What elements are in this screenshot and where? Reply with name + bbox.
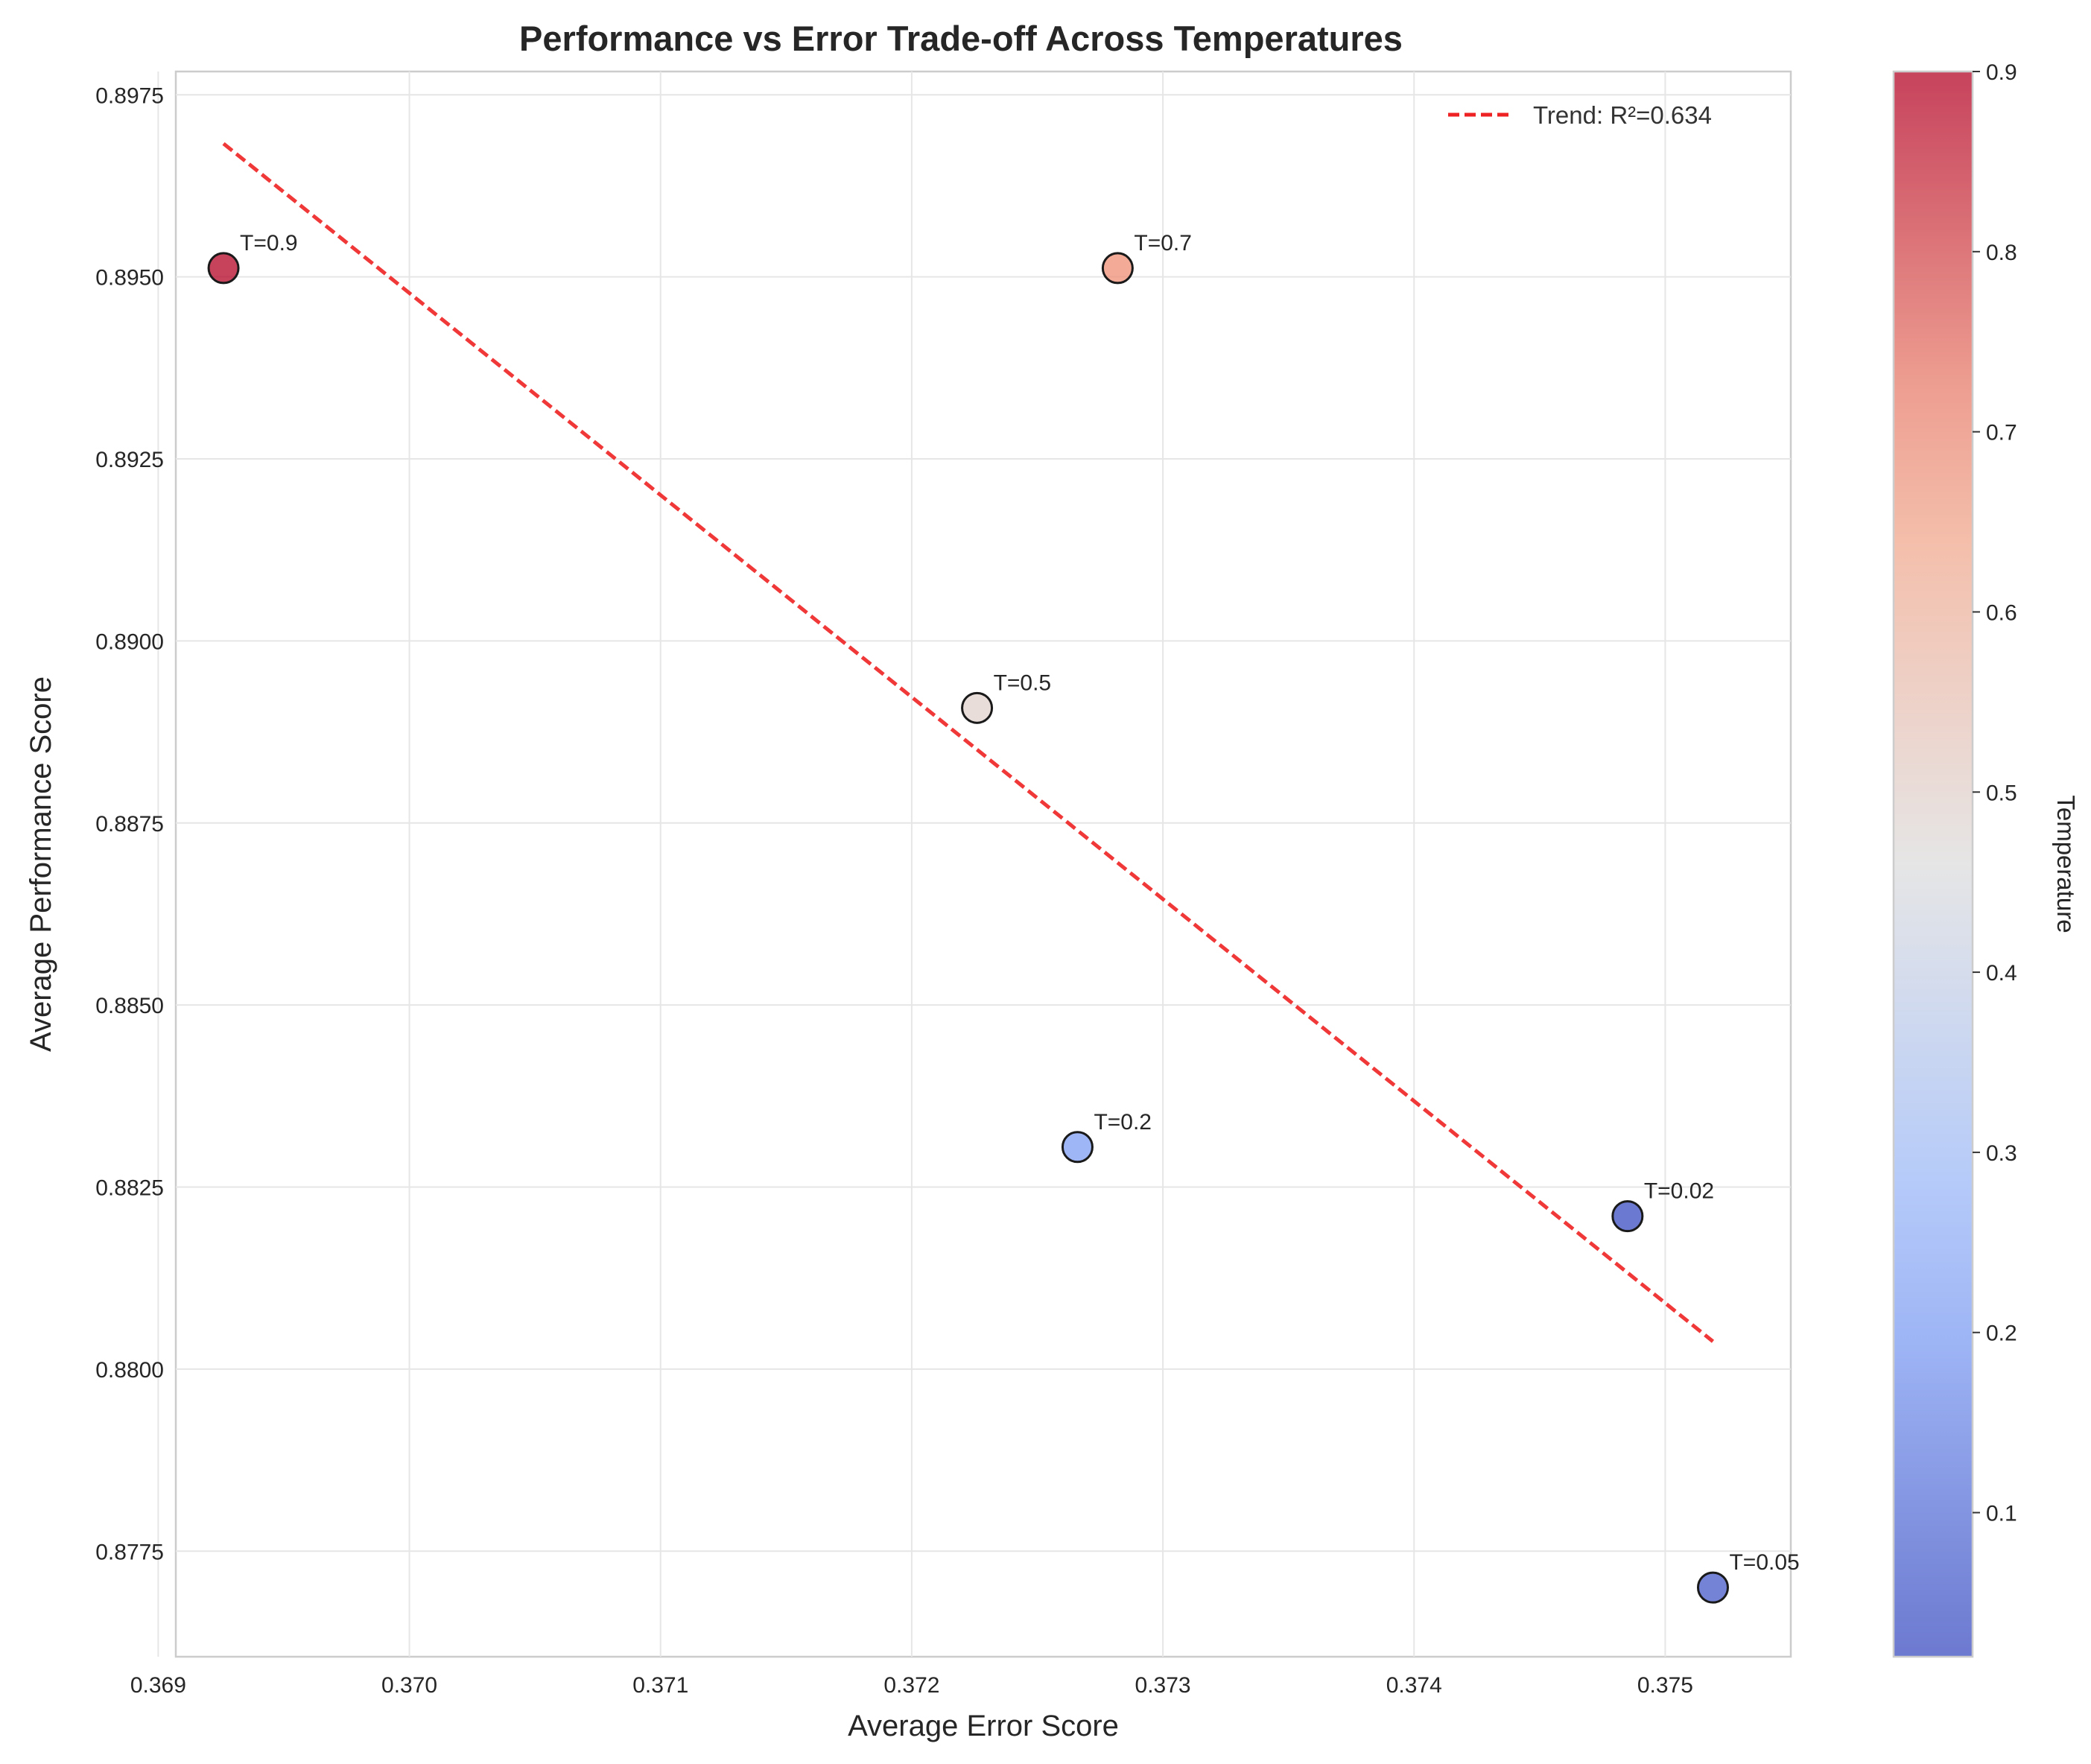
x-tick-label: 0.374 <box>1386 1673 1442 1698</box>
colorbar-tick-label: 0.8 <box>1986 241 2017 265</box>
x-tick-label: 0.369 <box>130 1673 186 1698</box>
point-label: T=0.2 <box>1094 1110 1152 1135</box>
colorbar-tick-label: 0.3 <box>1986 1141 2017 1166</box>
legend-trend-label: Trend: R²=0.634 <box>1533 101 1712 129</box>
point-label: T=0.7 <box>1134 231 1192 256</box>
colorbar-tick-label: 0.6 <box>1986 600 2017 625</box>
point-label: T=0.5 <box>994 670 1052 695</box>
x-tick-label: 0.370 <box>381 1673 437 1698</box>
y-tick-label: 0.8850 <box>95 994 164 1018</box>
colorbar-tick-label: 0.9 <box>1986 60 2017 85</box>
colorbar-label: Temperature <box>2052 795 2080 933</box>
y-tick-label: 0.8800 <box>95 1358 164 1383</box>
colorbar-tick-label: 0.2 <box>1986 1322 2017 1346</box>
scatter-point <box>1696 1571 1729 1604</box>
trend-line <box>222 142 1715 1343</box>
plot-area <box>174 70 1792 1658</box>
y-tick-label: 0.8975 <box>95 83 164 108</box>
x-axis-label: Average Error Score <box>848 1710 1119 1742</box>
colorbar-ticks: 0.1 0.2 0.3 0.4 0.5 0.6 0.7 0.8 0.9 <box>1973 60 2017 1526</box>
scatter-point <box>1611 1200 1644 1233</box>
y-tick-label: 0.8900 <box>95 629 164 654</box>
y-tick-label: 0.8875 <box>95 812 164 837</box>
chart-title: Performance vs Error Trade-off Across Te… <box>519 19 1403 58</box>
colorbar-frame <box>1892 70 1974 1658</box>
colorbar-tick-label: 0.1 <box>1986 1502 2017 1526</box>
x-tick-label: 0.372 <box>883 1673 939 1698</box>
y-axis-ticks: 0.8775 0.8800 0.8825 0.8850 0.8875 0.8900 0.89… <box>95 83 164 1564</box>
colorbar-gradient <box>1894 72 1973 1657</box>
y-tick-label: 0.8925 <box>95 448 164 472</box>
y-tick-label: 0.8950 <box>95 266 164 291</box>
x-tick-label: 0.375 <box>1637 1673 1693 1698</box>
trend-layer <box>222 142 1715 1343</box>
x-tick-label: 0.371 <box>632 1673 688 1698</box>
y-tick-label: 0.8825 <box>95 1176 164 1201</box>
x-axis-ticks: 0.369 0.370 0.371 0.372 0.373 0.374 0.375 <box>130 1673 1693 1698</box>
x-tick-label: 0.373 <box>1135 1673 1191 1698</box>
point-label: T=0.9 <box>240 231 298 256</box>
points-layer: T=0.9 T=0.7 T=0.5 T=0.2 T=0.02 T=0.05 <box>207 231 1800 1604</box>
y-axis-label: Average Performance Score <box>25 676 57 1052</box>
point-label: T=0.02 <box>1644 1179 1714 1204</box>
point-label: T=0.05 <box>1729 1550 1799 1575</box>
y-tick-label: 0.8775 <box>95 1540 164 1564</box>
scatter-point <box>1101 252 1134 285</box>
scatter-point <box>1061 1131 1094 1164</box>
colorbar-tick-label: 0.5 <box>1986 781 2017 805</box>
colorbar-tick-label: 0.4 <box>1986 961 2017 986</box>
colorbar-tick-label: 0.7 <box>1986 421 2017 445</box>
scatter-point <box>207 252 240 285</box>
legend: Trend: R²=0.634 <box>1448 101 1712 129</box>
scatter-point <box>961 691 994 724</box>
